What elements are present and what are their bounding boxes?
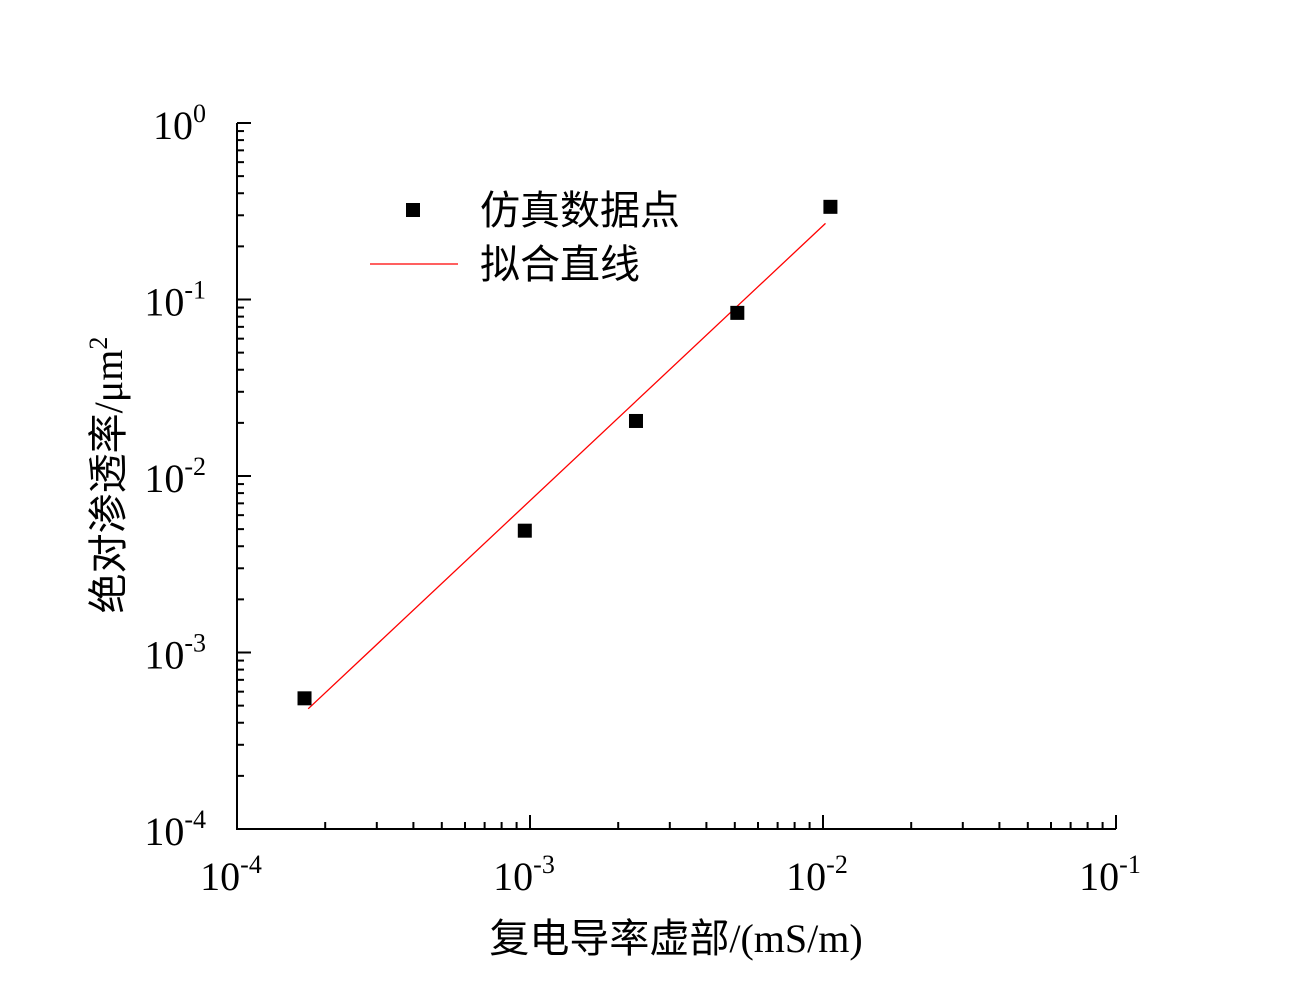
x-tick-label-exp: -1 bbox=[1119, 850, 1141, 879]
data-point bbox=[297, 691, 312, 706]
y-tick-label-exp: -4 bbox=[184, 805, 206, 834]
fit-line bbox=[307, 222, 826, 710]
y-tick-label-exp: -1 bbox=[184, 276, 206, 305]
y-axis-title-sup: 2 bbox=[84, 337, 113, 350]
axis-ticks bbox=[236, 122, 1117, 830]
fit-line-layer bbox=[307, 222, 826, 710]
y-axis-title: 绝对渗透率/μm2 bbox=[84, 337, 131, 614]
y-tick-label-base: 10 bbox=[144, 456, 184, 501]
legend: 仿真数据点 拟合直线 bbox=[370, 188, 680, 287]
y-tick-label-base: 10 bbox=[144, 809, 184, 854]
y-tick-label: 10-1 bbox=[144, 276, 206, 325]
data-point bbox=[823, 199, 838, 214]
legend-label-line: 拟合直线 bbox=[480, 242, 640, 287]
y-tick-label: 10-3 bbox=[144, 629, 206, 678]
y-tick-label-base: 10 bbox=[144, 280, 184, 325]
legend-marker-scatter bbox=[406, 203, 420, 217]
y-axis-title-main: 绝对渗透率/μm bbox=[86, 350, 131, 614]
x-tick-label-base: 10 bbox=[493, 854, 533, 899]
y-tick-label: 10-2 bbox=[144, 452, 206, 501]
y-tick-label-exp: 0 bbox=[193, 99, 206, 128]
data-point bbox=[730, 305, 745, 320]
data-point bbox=[517, 523, 532, 538]
x-tick-label: 10-2 bbox=[786, 850, 848, 899]
x-tick-label: 10-4 bbox=[200, 850, 262, 899]
y-tick-label: 100 bbox=[153, 99, 206, 148]
x-tick-label: 10-3 bbox=[493, 850, 555, 899]
x-tick-label-exp: -3 bbox=[533, 850, 555, 879]
legend-label-scatter: 仿真数据点 bbox=[480, 188, 680, 233]
data-point bbox=[628, 413, 643, 428]
y-tick-label-base: 10 bbox=[144, 633, 184, 678]
x-tick-label: 10-1 bbox=[1079, 850, 1141, 899]
x-axis-title: 复电导率虚部/(mS/m) bbox=[489, 916, 862, 961]
x-tick-label-base: 10 bbox=[786, 854, 826, 899]
y-tick-label: 10-4 bbox=[144, 805, 206, 854]
y-tick-label-base: 10 bbox=[153, 103, 193, 148]
y-tick-label-exp: -2 bbox=[184, 452, 206, 481]
x-tick-label-base: 10 bbox=[200, 854, 240, 899]
x-tick-label-base: 10 bbox=[1079, 854, 1119, 899]
y-tick-label-exp: -3 bbox=[184, 629, 206, 658]
x-tick-label-exp: -2 bbox=[826, 850, 848, 879]
data-points-layer bbox=[297, 199, 838, 706]
x-tick-label-exp: -4 bbox=[240, 850, 262, 879]
